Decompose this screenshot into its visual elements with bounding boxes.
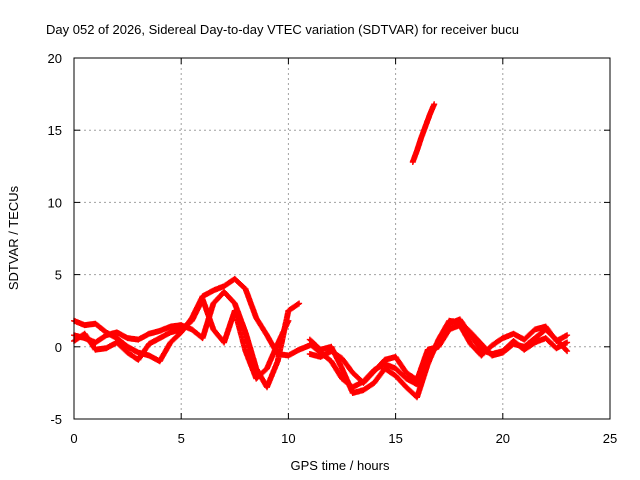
y-tick-label: 5 [55,268,62,283]
y-tick-label: 10 [48,195,62,210]
x-tick-label: 20 [496,431,510,446]
x-tick-label: 5 [178,431,185,446]
data-points [409,101,438,165]
series-track-7 [409,101,438,165]
x-tick-label: 15 [388,431,402,446]
y-tick-label: -5 [50,412,62,427]
y-tick-label: 20 [48,51,62,66]
x-tick-label: 25 [603,431,617,446]
x-tick-label: 0 [70,431,77,446]
x-axis-title: GPS time / hours [291,458,390,473]
data-marks [71,101,571,401]
chart-title: Day 052 of 2026, Sidereal Day-to-day VTE… [46,22,519,37]
data-points [306,316,571,391]
plot-frame [73,57,611,420]
y-axis-title: SDTVAR / TECUs [6,185,21,290]
y-tick-label: 0 [55,340,62,355]
x-tick-label: 10 [281,431,295,446]
y-tick-label: 15 [48,123,62,138]
axis-ticks: 0 5 10 15 20 25 -5 0 5 10 15 20 [48,51,618,446]
series-track-6 [306,316,571,391]
